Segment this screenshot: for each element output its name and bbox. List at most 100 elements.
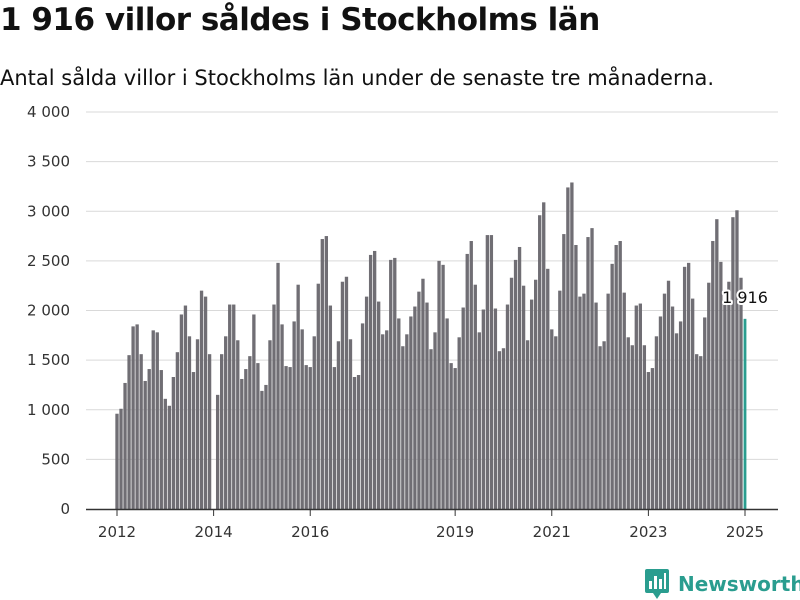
bar (638, 303, 642, 509)
bar (280, 324, 284, 509)
bar (147, 369, 151, 509)
bar (517, 246, 522, 510)
bar (429, 349, 433, 509)
bar (703, 317, 707, 509)
bar (598, 346, 602, 509)
bar (413, 306, 417, 509)
bar (135, 324, 139, 509)
bar (509, 277, 514, 509)
bar (542, 202, 546, 509)
bar (485, 235, 490, 509)
bar (469, 241, 473, 509)
bar (662, 293, 667, 509)
x-tick-label: 2023 (629, 523, 667, 541)
bar (312, 336, 316, 509)
bar (127, 355, 131, 509)
bar (505, 304, 510, 509)
bar (119, 408, 123, 509)
y-tick-label: 3 000 (27, 202, 70, 220)
bar (155, 332, 159, 509)
bar (634, 305, 638, 509)
bar (385, 330, 389, 509)
bar (670, 306, 675, 509)
bar (606, 293, 610, 509)
bar (550, 329, 554, 509)
bar (300, 329, 304, 509)
bar (711, 241, 715, 509)
bar (707, 282, 711, 509)
bar (220, 354, 224, 509)
bar (570, 182, 574, 509)
x-tick-label: 2016 (291, 523, 329, 541)
bar (252, 314, 256, 509)
bar (590, 228, 594, 509)
bar (199, 290, 204, 509)
bar (203, 296, 208, 509)
bar (409, 316, 413, 509)
x-tick-label: 2025 (726, 523, 764, 541)
bar (594, 302, 598, 509)
bar (582, 293, 586, 509)
bar (739, 277, 743, 509)
bar (453, 368, 457, 509)
x-axis: 2012 2014 2016 2019 2021 2023 2025 (98, 509, 764, 541)
highlight-bar (743, 318, 747, 509)
bar (179, 314, 184, 509)
x-tick-label: 2021 (533, 523, 571, 541)
bar (123, 382, 127, 509)
bar (348, 339, 353, 509)
bar (614, 245, 618, 509)
bar (525, 340, 530, 509)
bar (344, 276, 349, 509)
bar (461, 307, 465, 509)
y-tick-label: 1 500 (27, 351, 70, 369)
brand-name: Newsworthy (678, 572, 800, 596)
bar (618, 241, 622, 509)
bar (240, 378, 244, 509)
bar (465, 253, 469, 509)
bar (236, 340, 240, 509)
bar (316, 283, 320, 509)
bar (364, 296, 369, 509)
bar (521, 285, 526, 509)
bar (260, 390, 264, 509)
bar-chart-pin-icon (645, 569, 669, 599)
bar (421, 278, 425, 509)
bar (377, 301, 381, 509)
bar (562, 234, 566, 509)
bar (268, 340, 272, 509)
brand-logo: Newsworthy (644, 568, 800, 600)
bar (167, 405, 171, 509)
bar (248, 356, 252, 509)
bar (183, 305, 188, 509)
bar (489, 235, 494, 509)
bar (626, 337, 630, 509)
bar (340, 281, 345, 509)
bar (264, 384, 268, 509)
bar (497, 351, 502, 509)
bar (356, 375, 361, 509)
y-tick-label: 0 (60, 500, 70, 518)
page-subtitle: Antal sålda villor i Stockholms län unde… (0, 66, 715, 90)
y-tick-label: 2 000 (27, 302, 70, 320)
bar (171, 377, 176, 509)
bar (292, 321, 296, 509)
bar (646, 372, 651, 509)
bar (735, 210, 739, 509)
bar (324, 236, 328, 509)
bar (473, 284, 477, 509)
bar (695, 354, 699, 509)
bar (586, 237, 590, 509)
bar (558, 290, 562, 509)
bar (232, 304, 236, 509)
bar (425, 302, 429, 509)
bar (630, 345, 634, 509)
bar (405, 334, 409, 509)
bar (336, 341, 341, 509)
bar (682, 266, 687, 509)
bar (332, 367, 337, 509)
bar (715, 219, 719, 509)
bar (546, 268, 550, 509)
highlight-value-label: 1 916 (722, 288, 768, 307)
bar (691, 298, 695, 509)
